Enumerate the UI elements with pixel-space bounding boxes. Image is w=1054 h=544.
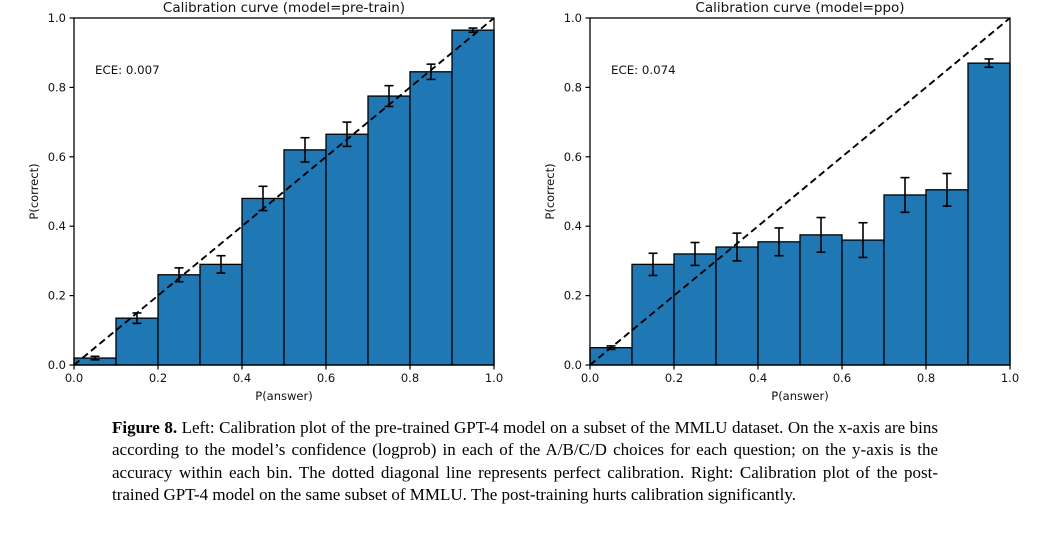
x-tick-label: 0.8: [917, 371, 935, 385]
chart-title: Calibration curve (model=ppo): [695, 0, 904, 16]
histogram-bar: [409, 71, 453, 366]
ece-annotation: ECE: 0.074: [611, 63, 676, 77]
y-tick-label: 0.4: [564, 219, 582, 233]
x-tick-label: 0.6: [833, 371, 851, 385]
histogram-bar: [757, 241, 801, 366]
histogram-bar: [367, 95, 411, 366]
x-tick-label: 0.4: [749, 371, 767, 385]
histogram-bar: [199, 263, 243, 366]
y-tick-label: 0.2: [48, 289, 66, 303]
figure-caption: Figure 8. Left: Calibration plot of the …: [112, 417, 938, 507]
x-tick-label: 0.0: [65, 371, 83, 385]
y-tick-label: 1.0: [564, 11, 582, 25]
histogram-bar: [325, 133, 369, 366]
histogram-bar: [841, 239, 885, 366]
histogram-bar: [157, 274, 201, 366]
figure-caption-label: Figure 8.: [112, 418, 178, 437]
y-tick-label: 0.8: [564, 80, 582, 94]
x-tick-label: 1.0: [1001, 371, 1019, 385]
y-axis-label: P(correct): [27, 163, 41, 219]
x-tick-label: 1.0: [485, 371, 503, 385]
x-tick-label: 0.8: [401, 371, 419, 385]
histogram-bar: [451, 29, 495, 366]
plot-border: [589, 17, 1011, 366]
y-axis-label: P(correct): [543, 163, 557, 219]
histogram-bar: [589, 346, 633, 366]
histogram-bar: [715, 246, 759, 366]
charts-row: 0.0 0.2 0.4 0.6 0.8 1.0 0.0 0.2 0.4 0.6 0.8 1.0 Cali…: [27, 0, 1019, 403]
x-tick-label: 0.0: [581, 371, 599, 385]
ece-annotation: ECE: 0.007: [95, 63, 160, 77]
plot-border: [73, 17, 495, 366]
calibration-chart-pretrain: 0.0 0.2 0.4 0.6 0.8 1.0 0.0 0.2 0.4 0.6 0.8 1.0 Cali…: [27, 0, 503, 403]
perfect-calibration-line: [589, 17, 1011, 366]
chart-title: Calibration curve (model=pre-train): [163, 0, 405, 16]
histogram-bar: [883, 194, 927, 366]
y-tick-label: 0.4: [48, 219, 66, 233]
y-tick-label: 0.8: [48, 80, 66, 94]
calibration-chart-ppo: 0.0 0.2 0.4 0.6 0.8 1.0 0.0 0.2 0.4 0.6 0.8 1.0 Cali…: [543, 0, 1019, 403]
x-tick-label: 0.6: [317, 371, 335, 385]
histogram-bar: [673, 253, 717, 366]
x-tick-label: 0.4: [233, 371, 251, 385]
histogram-bar: [967, 62, 1011, 366]
y-tick-label: 0.2: [564, 289, 582, 303]
histogram-bar: [925, 189, 969, 366]
x-axis-label: P(answer): [255, 389, 312, 403]
x-tick-label: 0.2: [665, 371, 683, 385]
y-tick-label: 0.0: [48, 358, 66, 372]
histogram-bar: [631, 263, 675, 366]
y-tick-label: 0.6: [48, 150, 66, 164]
histogram-bar: [799, 234, 843, 366]
histogram-bar: [241, 197, 285, 366]
histogram-bar: [283, 149, 327, 366]
x-axis-label: P(answer): [771, 389, 828, 403]
histogram-bar: [115, 317, 159, 366]
figure-caption-text: Left: Calibration plot of the pre-traine…: [112, 418, 939, 505]
perfect-calibration-line: [73, 17, 495, 366]
y-tick-label: 0.6: [564, 150, 582, 164]
x-tick-label: 0.2: [149, 371, 167, 385]
y-tick-label: 1.0: [48, 11, 66, 25]
y-tick-label: 0.0: [564, 358, 582, 372]
